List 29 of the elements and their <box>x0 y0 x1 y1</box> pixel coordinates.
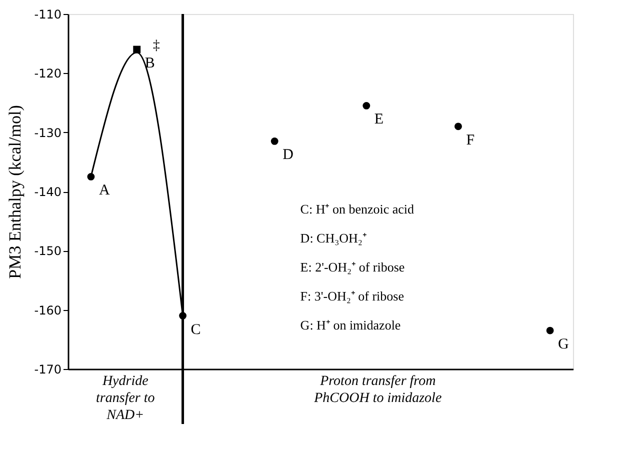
point <box>270 138 278 145</box>
y-tick-label: -140 <box>34 185 62 199</box>
y-tick-label: -150 <box>34 244 62 258</box>
y-tick-label: -170 <box>34 362 62 376</box>
data-label: C <box>190 322 201 338</box>
point <box>454 122 462 130</box>
y-tick-label: -110 <box>34 8 62 22</box>
annotation: D: CH₃OH₂⁺ <box>300 230 366 246</box>
annotation: C: H⁺ on benzoic acid <box>300 201 415 216</box>
annotation: F: 3'-OH₂⁺ of ribose <box>300 288 404 304</box>
data-label: E <box>374 112 384 128</box>
text: Hydride transfer to NAD+ <box>96 374 155 423</box>
annotation: E: 2'-OH₂⁺ of ribose <box>300 259 405 274</box>
data-label: B <box>144 56 155 72</box>
y-axis-title: PM3 Enthalpy (kcal/mol) <box>5 105 24 279</box>
data-label: A <box>98 182 110 199</box>
point <box>546 326 554 334</box>
data-label: G <box>558 336 570 353</box>
data-label: F <box>466 132 475 148</box>
point <box>362 102 370 110</box>
data-label: D <box>282 147 294 164</box>
annotation: G: H⁺ on imidazole <box>300 317 401 332</box>
y-tick-label: -120 <box>34 66 62 81</box>
y-tick-label: -130 <box>34 126 62 140</box>
point <box>133 46 141 54</box>
point <box>87 173 95 180</box>
text: Proton transfer from PhCOOH to imidazole <box>313 374 442 406</box>
annotation: ‡ <box>152 38 160 54</box>
y-tick-label: -160 <box>34 303 62 318</box>
